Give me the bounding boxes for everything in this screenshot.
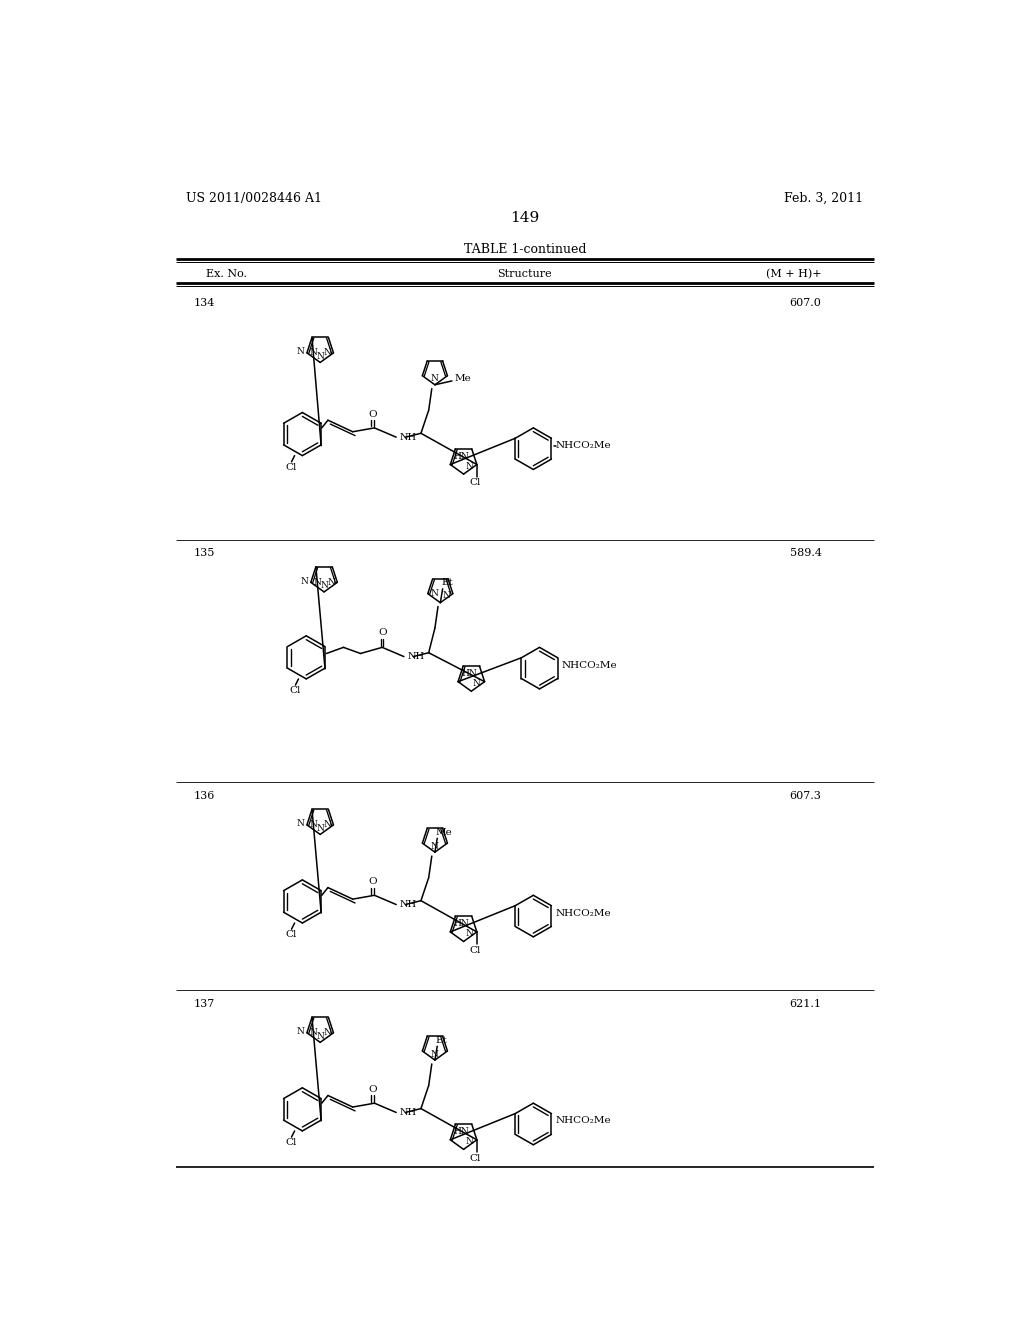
Text: 621.1: 621.1 [790, 999, 821, 1008]
Text: 134: 134 [194, 298, 215, 308]
Text: TABLE 1-continued: TABLE 1-continued [464, 243, 586, 256]
Text: Cl: Cl [286, 1138, 297, 1147]
Text: N: N [327, 578, 335, 587]
Text: Feb. 3, 2011: Feb. 3, 2011 [784, 191, 863, 205]
Text: N: N [309, 821, 317, 829]
Text: N: N [316, 352, 325, 360]
Text: O: O [378, 628, 386, 638]
Text: Cl: Cl [290, 686, 301, 694]
Text: N: N [465, 929, 473, 939]
Text: N: N [431, 1049, 439, 1059]
Text: N: N [316, 1032, 325, 1040]
Text: US 2011/0028446 A1: US 2011/0028446 A1 [186, 191, 323, 205]
Text: O: O [369, 409, 377, 418]
Text: N: N [473, 680, 480, 688]
Text: 135: 135 [194, 548, 215, 558]
Text: NH: NH [408, 652, 425, 661]
Text: 137: 137 [194, 999, 215, 1008]
Text: HN: HN [454, 453, 469, 461]
Text: N: N [465, 1138, 473, 1146]
Text: HN: HN [462, 669, 477, 678]
Text: 149: 149 [510, 211, 540, 224]
Text: N: N [301, 577, 308, 586]
Text: N: N [431, 375, 439, 383]
Text: Structure: Structure [498, 269, 552, 279]
Text: N: N [431, 842, 439, 850]
Text: Ex. No.: Ex. No. [206, 269, 247, 279]
Text: Me: Me [455, 374, 471, 383]
Text: NHCO₂Me: NHCO₂Me [556, 1117, 611, 1126]
Text: NH: NH [400, 900, 417, 909]
Text: N: N [324, 348, 331, 358]
Text: NHCO₂Me: NHCO₂Me [562, 660, 617, 669]
Text: NH: NH [400, 433, 417, 442]
Text: Cl: Cl [470, 945, 481, 954]
Text: Et: Et [435, 1036, 447, 1044]
Text: N: N [297, 347, 305, 356]
Text: N: N [324, 1028, 331, 1038]
Text: N: N [313, 578, 321, 587]
Text: N: N [442, 591, 451, 601]
Text: N: N [297, 820, 305, 828]
Text: N: N [465, 462, 473, 471]
Text: O: O [369, 876, 377, 886]
Text: Me: Me [435, 828, 453, 837]
Text: Cl: Cl [470, 1154, 481, 1163]
Text: O: O [369, 1085, 377, 1094]
Text: (M + H)+: (M + H)+ [766, 269, 821, 279]
Text: Et: Et [442, 578, 454, 587]
Text: N: N [297, 1027, 305, 1036]
Text: Cl: Cl [286, 929, 297, 939]
Text: 607.0: 607.0 [790, 298, 821, 308]
Text: HN: HN [454, 1127, 469, 1137]
Text: 607.3: 607.3 [790, 791, 821, 801]
Text: NHCO₂Me: NHCO₂Me [556, 908, 611, 917]
Text: 136: 136 [194, 791, 215, 801]
Text: N: N [321, 581, 328, 590]
Text: N: N [309, 1028, 317, 1038]
Text: N: N [309, 348, 317, 358]
Text: NHCO₂Me: NHCO₂Me [556, 441, 611, 450]
Text: Cl: Cl [470, 478, 481, 487]
Text: N: N [430, 589, 438, 598]
Text: N: N [316, 824, 325, 833]
Text: 589.4: 589.4 [790, 548, 821, 558]
Text: Cl: Cl [286, 462, 297, 471]
Text: HN: HN [454, 920, 469, 928]
Text: N: N [324, 821, 331, 829]
Text: NH: NH [400, 1107, 417, 1117]
